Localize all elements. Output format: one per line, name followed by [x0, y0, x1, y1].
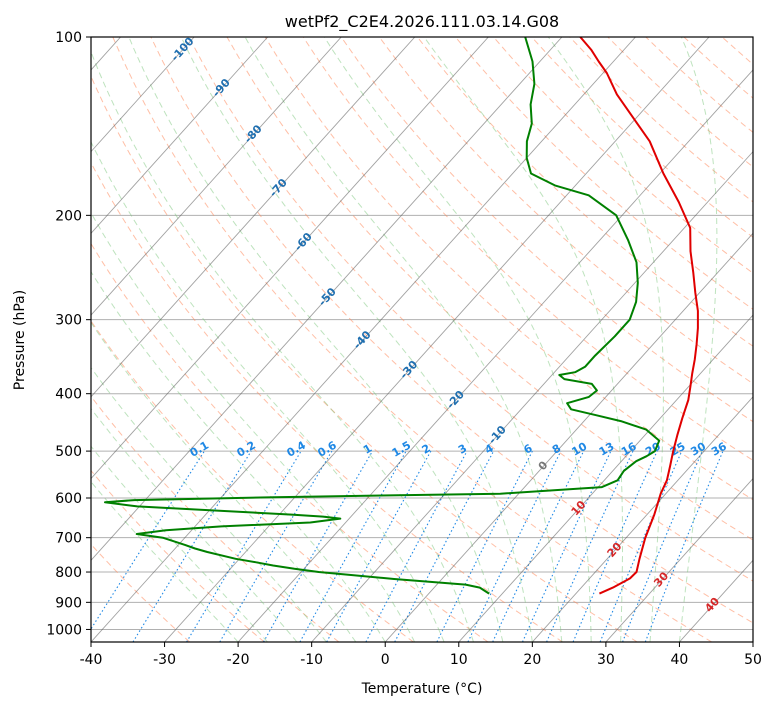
skewed-isotherm	[91, 37, 489, 480]
mixing-ratio-line	[436, 450, 533, 642]
dry-adiabat	[91, 395, 340, 642]
dry-adiabat	[91, 242, 489, 642]
skewed-isotherm	[91, 37, 636, 642]
skewed-isotherm	[237, 69, 753, 642]
y-tick-label: 300	[55, 313, 82, 329]
x-tick-label: -40	[80, 652, 103, 668]
x-tick-label: -10	[300, 652, 323, 668]
moist-adiabat	[91, 480, 239, 642]
y-tick-label: 700	[55, 531, 82, 547]
skewed-isotherm	[91, 37, 416, 398]
x-tick-label: 40	[671, 652, 689, 668]
moist-adiabat	[180, 37, 533, 642]
dry-adiabat	[150, 37, 753, 624]
x-tick-label: -20	[227, 652, 250, 668]
dry-adiabat	[112, 37, 713, 642]
x-tick-label: 10	[450, 652, 468, 668]
mixing-ratio-line	[365, 450, 468, 642]
dry-adiabat	[455, 37, 753, 310]
y-tick-label: 900	[55, 595, 82, 611]
mixing-ratio-line	[622, 450, 703, 642]
x-tick-label: 50	[744, 652, 762, 668]
moist-adiabat	[91, 445, 268, 642]
y-axis-ticks: 100 200 300 400 500 600 700 800 900 1000	[46, 30, 91, 638]
plot-frame	[90, 36, 754, 643]
skewed-isotherm	[91, 37, 563, 561]
background-lines	[91, 37, 753, 642]
temperature-profile	[579, 37, 699, 595]
x-tick-label: -30	[153, 652, 176, 668]
mixing-ratio-line	[644, 450, 724, 642]
mixing-ratio-line	[599, 450, 683, 642]
moist-adiabat	[323, 37, 592, 642]
moist-adiabat	[244, 37, 563, 642]
mixing-ratio-line	[299, 450, 407, 642]
moist-adiabat	[91, 270, 386, 642]
dry-adiabat	[91, 469, 265, 642]
y-tick-label: 800	[55, 565, 82, 581]
skewed-isotherm	[91, 37, 195, 153]
moist-adiabat	[91, 50, 474, 642]
y-tick-label: 400	[55, 387, 82, 403]
moist-adiabat	[547, 37, 664, 642]
y-tick-label: 600	[55, 491, 82, 507]
x-tick-label: 20	[523, 652, 541, 668]
skewed-isotherm	[531, 396, 753, 642]
x-axis-label: Temperature (°C)	[361, 681, 483, 697]
dry-adiabat	[417, 37, 753, 347]
x-axis-ticks: -40 -30 -20 -10 0 10 20 30 40 50	[80, 642, 762, 668]
skewed-isotherm	[311, 150, 753, 642]
chart-title: wetPf2_C2E4.2026.111.03.14.G08	[285, 12, 559, 32]
moist-adiabat	[128, 37, 504, 642]
dewpoint-profile	[104, 37, 661, 595]
mixing-ratio-line	[326, 450, 432, 642]
sounding-profiles	[104, 37, 699, 595]
y-tick-label: 500	[55, 444, 82, 460]
y-tick-label: 200	[55, 208, 82, 224]
moist-adiabat	[423, 37, 623, 642]
x-tick-label: 30	[597, 652, 615, 668]
x-tick-label: 0	[381, 652, 390, 668]
y-tick-label: 100	[55, 30, 82, 46]
skewed-isotherm	[91, 37, 269, 235]
dry-adiabat	[91, 543, 191, 642]
skewed-isotherm	[605, 477, 753, 642]
moist-adiabat	[91, 407, 298, 642]
moist-adiabat	[91, 140, 445, 642]
skewed-isotherm	[164, 37, 710, 642]
moist-adiabat	[91, 321, 357, 642]
y-axis-label: Pressure (hPa)	[12, 290, 28, 390]
mixing-ratio-line	[91, 450, 205, 630]
skewed-isotherm	[458, 314, 753, 642]
skewed-isotherm	[384, 232, 753, 642]
moist-adiabat	[91, 366, 327, 642]
mixing-ratio-line	[572, 450, 658, 642]
moist-adiabat	[678, 37, 718, 642]
skewed-isotherm	[91, 37, 342, 316]
y-tick-label: 1000	[46, 622, 82, 638]
mixing-ratio-line	[546, 450, 634, 642]
dry-adiabat	[91, 161, 563, 642]
